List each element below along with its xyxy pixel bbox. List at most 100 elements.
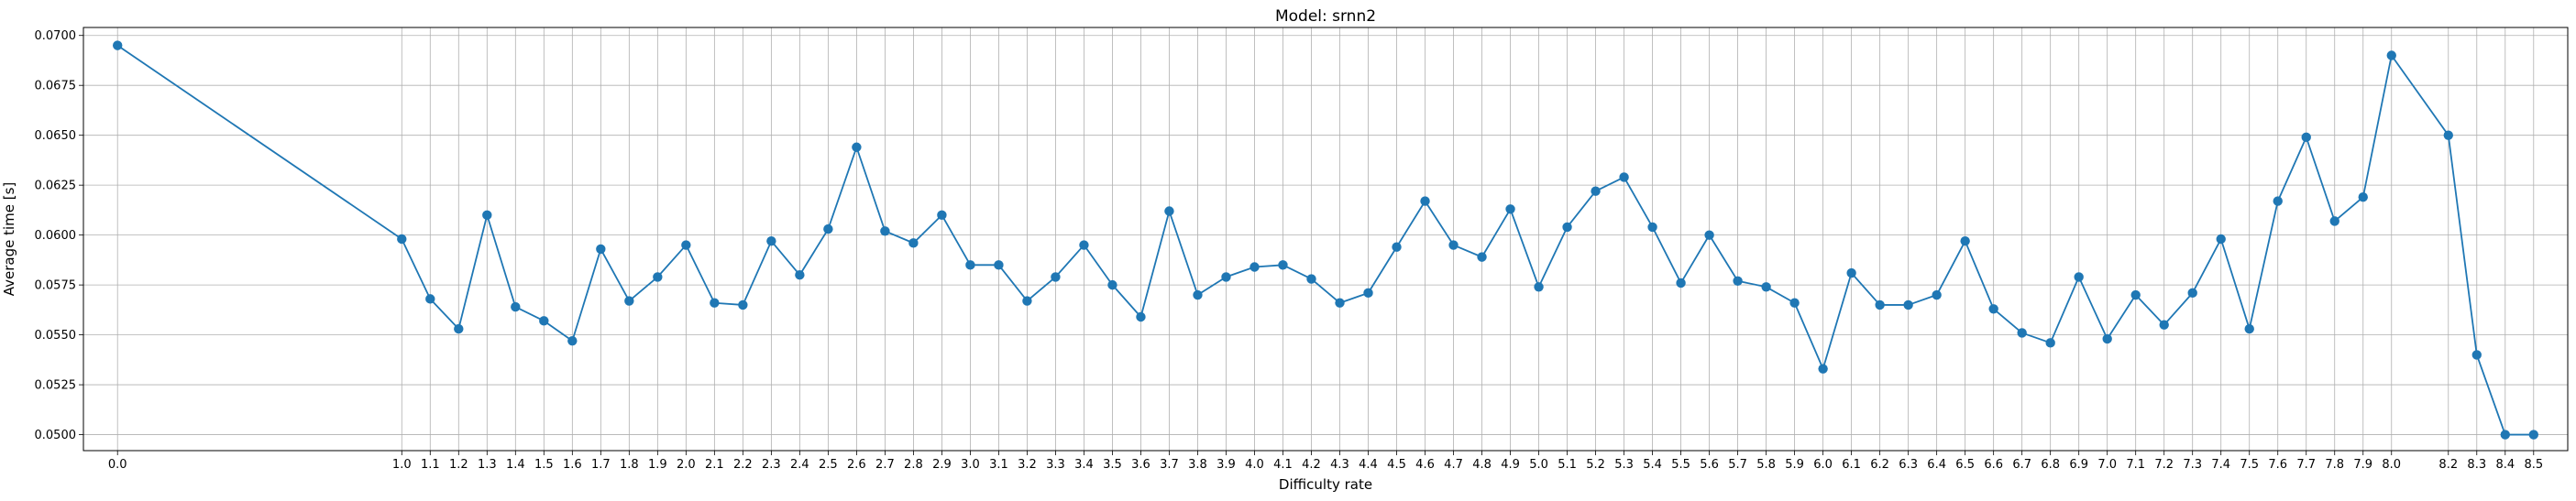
data-point: [1051, 272, 1061, 282]
data-point: [1704, 230, 1714, 240]
data-point: [908, 238, 919, 248]
data-point: [1249, 262, 1260, 272]
x-tick-label: 3.2: [1018, 458, 1037, 472]
x-tick-label: 3.5: [1103, 458, 1122, 472]
data-point: [1136, 311, 1146, 322]
data-point: [2102, 333, 2112, 344]
data-point: [1505, 204, 1515, 214]
data-point: [1477, 252, 1487, 262]
data-point: [1875, 300, 1885, 310]
data-point: [596, 244, 606, 255]
x-tick-label: 4.1: [1273, 458, 1293, 472]
x-tick-label: 6.0: [1813, 458, 1833, 472]
x-tick-label: 7.2: [2154, 458, 2174, 472]
data-point: [823, 223, 833, 234]
x-tick-label: 7.0: [2097, 458, 2117, 472]
x-tick-label: 4.0: [1245, 458, 1264, 472]
data-point: [511, 301, 521, 312]
x-tick-label: 7.6: [2268, 458, 2287, 472]
data-point: [425, 294, 435, 304]
data-point: [937, 210, 947, 221]
x-tick-label: 1.4: [506, 458, 525, 472]
data-point: [2500, 430, 2510, 440]
x-tick-label: 2.1: [705, 458, 724, 472]
data-point: [1562, 222, 1572, 233]
data-point: [1164, 206, 1174, 216]
data-point: [1846, 267, 1856, 278]
x-tick-label: 6.3: [1899, 458, 1918, 472]
data-point: [1534, 282, 1544, 292]
data-point: [1335, 298, 1345, 308]
x-tick-label: 4.7: [1444, 458, 1463, 472]
x-tick-label: 8.0: [2382, 458, 2401, 472]
data-point: [2074, 272, 2084, 282]
x-tick-label: 4.8: [1472, 458, 1492, 472]
x-tick-label: 5.4: [1643, 458, 1662, 472]
data-point: [2301, 132, 2311, 143]
data-point: [1932, 289, 1942, 300]
x-tick-label: 6.4: [1927, 458, 1946, 472]
x-tick-label: 6.9: [2069, 458, 2088, 472]
y-tick-label: 0.0700: [35, 29, 77, 43]
data-point: [397, 234, 407, 245]
data-point: [1193, 289, 1203, 300]
data-point: [1789, 298, 1800, 308]
x-tick-label: 7.1: [2126, 458, 2145, 472]
data-point: [1761, 282, 1771, 292]
x-tick-label: 0.0: [108, 458, 127, 472]
x-tick-label: 7.7: [2296, 458, 2316, 472]
x-tick-label: 3.7: [1160, 458, 1179, 472]
x-tick-label: 4.4: [1359, 458, 1378, 472]
data-point: [880, 226, 890, 236]
x-tick-label: 7.3: [2183, 458, 2202, 472]
data-point: [1221, 272, 1231, 282]
x-tick-label: 8.5: [2524, 458, 2543, 472]
y-tick-label: 0.0575: [35, 279, 77, 293]
x-tick-label: 6.7: [2012, 458, 2031, 472]
x-tick-label: 6.6: [1984, 458, 2003, 472]
data-point: [1022, 296, 1032, 306]
y-tick-label: 0.0600: [35, 229, 77, 243]
data-point: [852, 142, 862, 152]
x-tick-label: 8.4: [2495, 458, 2515, 472]
x-tick-label: 5.1: [1558, 458, 1577, 472]
x-tick-label: 6.5: [1955, 458, 1975, 472]
axis-ticks: 0.05000.05250.05500.05750.06000.06250.06…: [35, 29, 2544, 472]
data-point: [2329, 216, 2339, 226]
data-point: [994, 260, 1004, 270]
y-tick-label: 0.0650: [35, 129, 77, 143]
x-tick-label: 2.3: [762, 458, 781, 472]
x-tick-label: 8.2: [2438, 458, 2458, 472]
x-tick-label: 7.5: [2240, 458, 2259, 472]
data-point: [653, 272, 663, 282]
data-point: [113, 40, 123, 50]
data-point: [2471, 350, 2482, 360]
data-point: [1363, 288, 1373, 299]
data-point: [1988, 304, 1998, 314]
data-point: [1676, 278, 1686, 289]
x-tick-label: 2.6: [847, 458, 866, 472]
data-point: [2443, 130, 2453, 140]
x-tick-label: 4.5: [1387, 458, 1406, 472]
data-point: [1903, 300, 1913, 310]
data-point: [710, 298, 720, 308]
data-point: [1278, 260, 1288, 270]
data-point: [1647, 222, 1657, 233]
x-tick-label: 5.9: [1785, 458, 1804, 472]
data-point: [2159, 320, 2169, 330]
data-point: [1818, 364, 1828, 374]
x-tick-label: 3.6: [1131, 458, 1150, 472]
y-tick-label: 0.0525: [35, 379, 77, 393]
x-tick-label: 4.2: [1302, 458, 1321, 472]
x-tick-label: 7.4: [2211, 458, 2230, 472]
series-line: [116, 44, 2534, 436]
x-tick-label: 5.8: [1756, 458, 1776, 472]
data-point: [1306, 274, 1316, 284]
y-tick-label: 0.0675: [35, 80, 77, 93]
data-point: [1420, 196, 1430, 206]
x-tick-label: 6.1: [1842, 458, 1861, 472]
x-tick-label: 2.0: [677, 458, 696, 472]
x-tick-label: 1.3: [478, 458, 497, 472]
x-tick-label: 4.3: [1330, 458, 1349, 472]
y-tick-label: 0.0500: [35, 429, 77, 442]
